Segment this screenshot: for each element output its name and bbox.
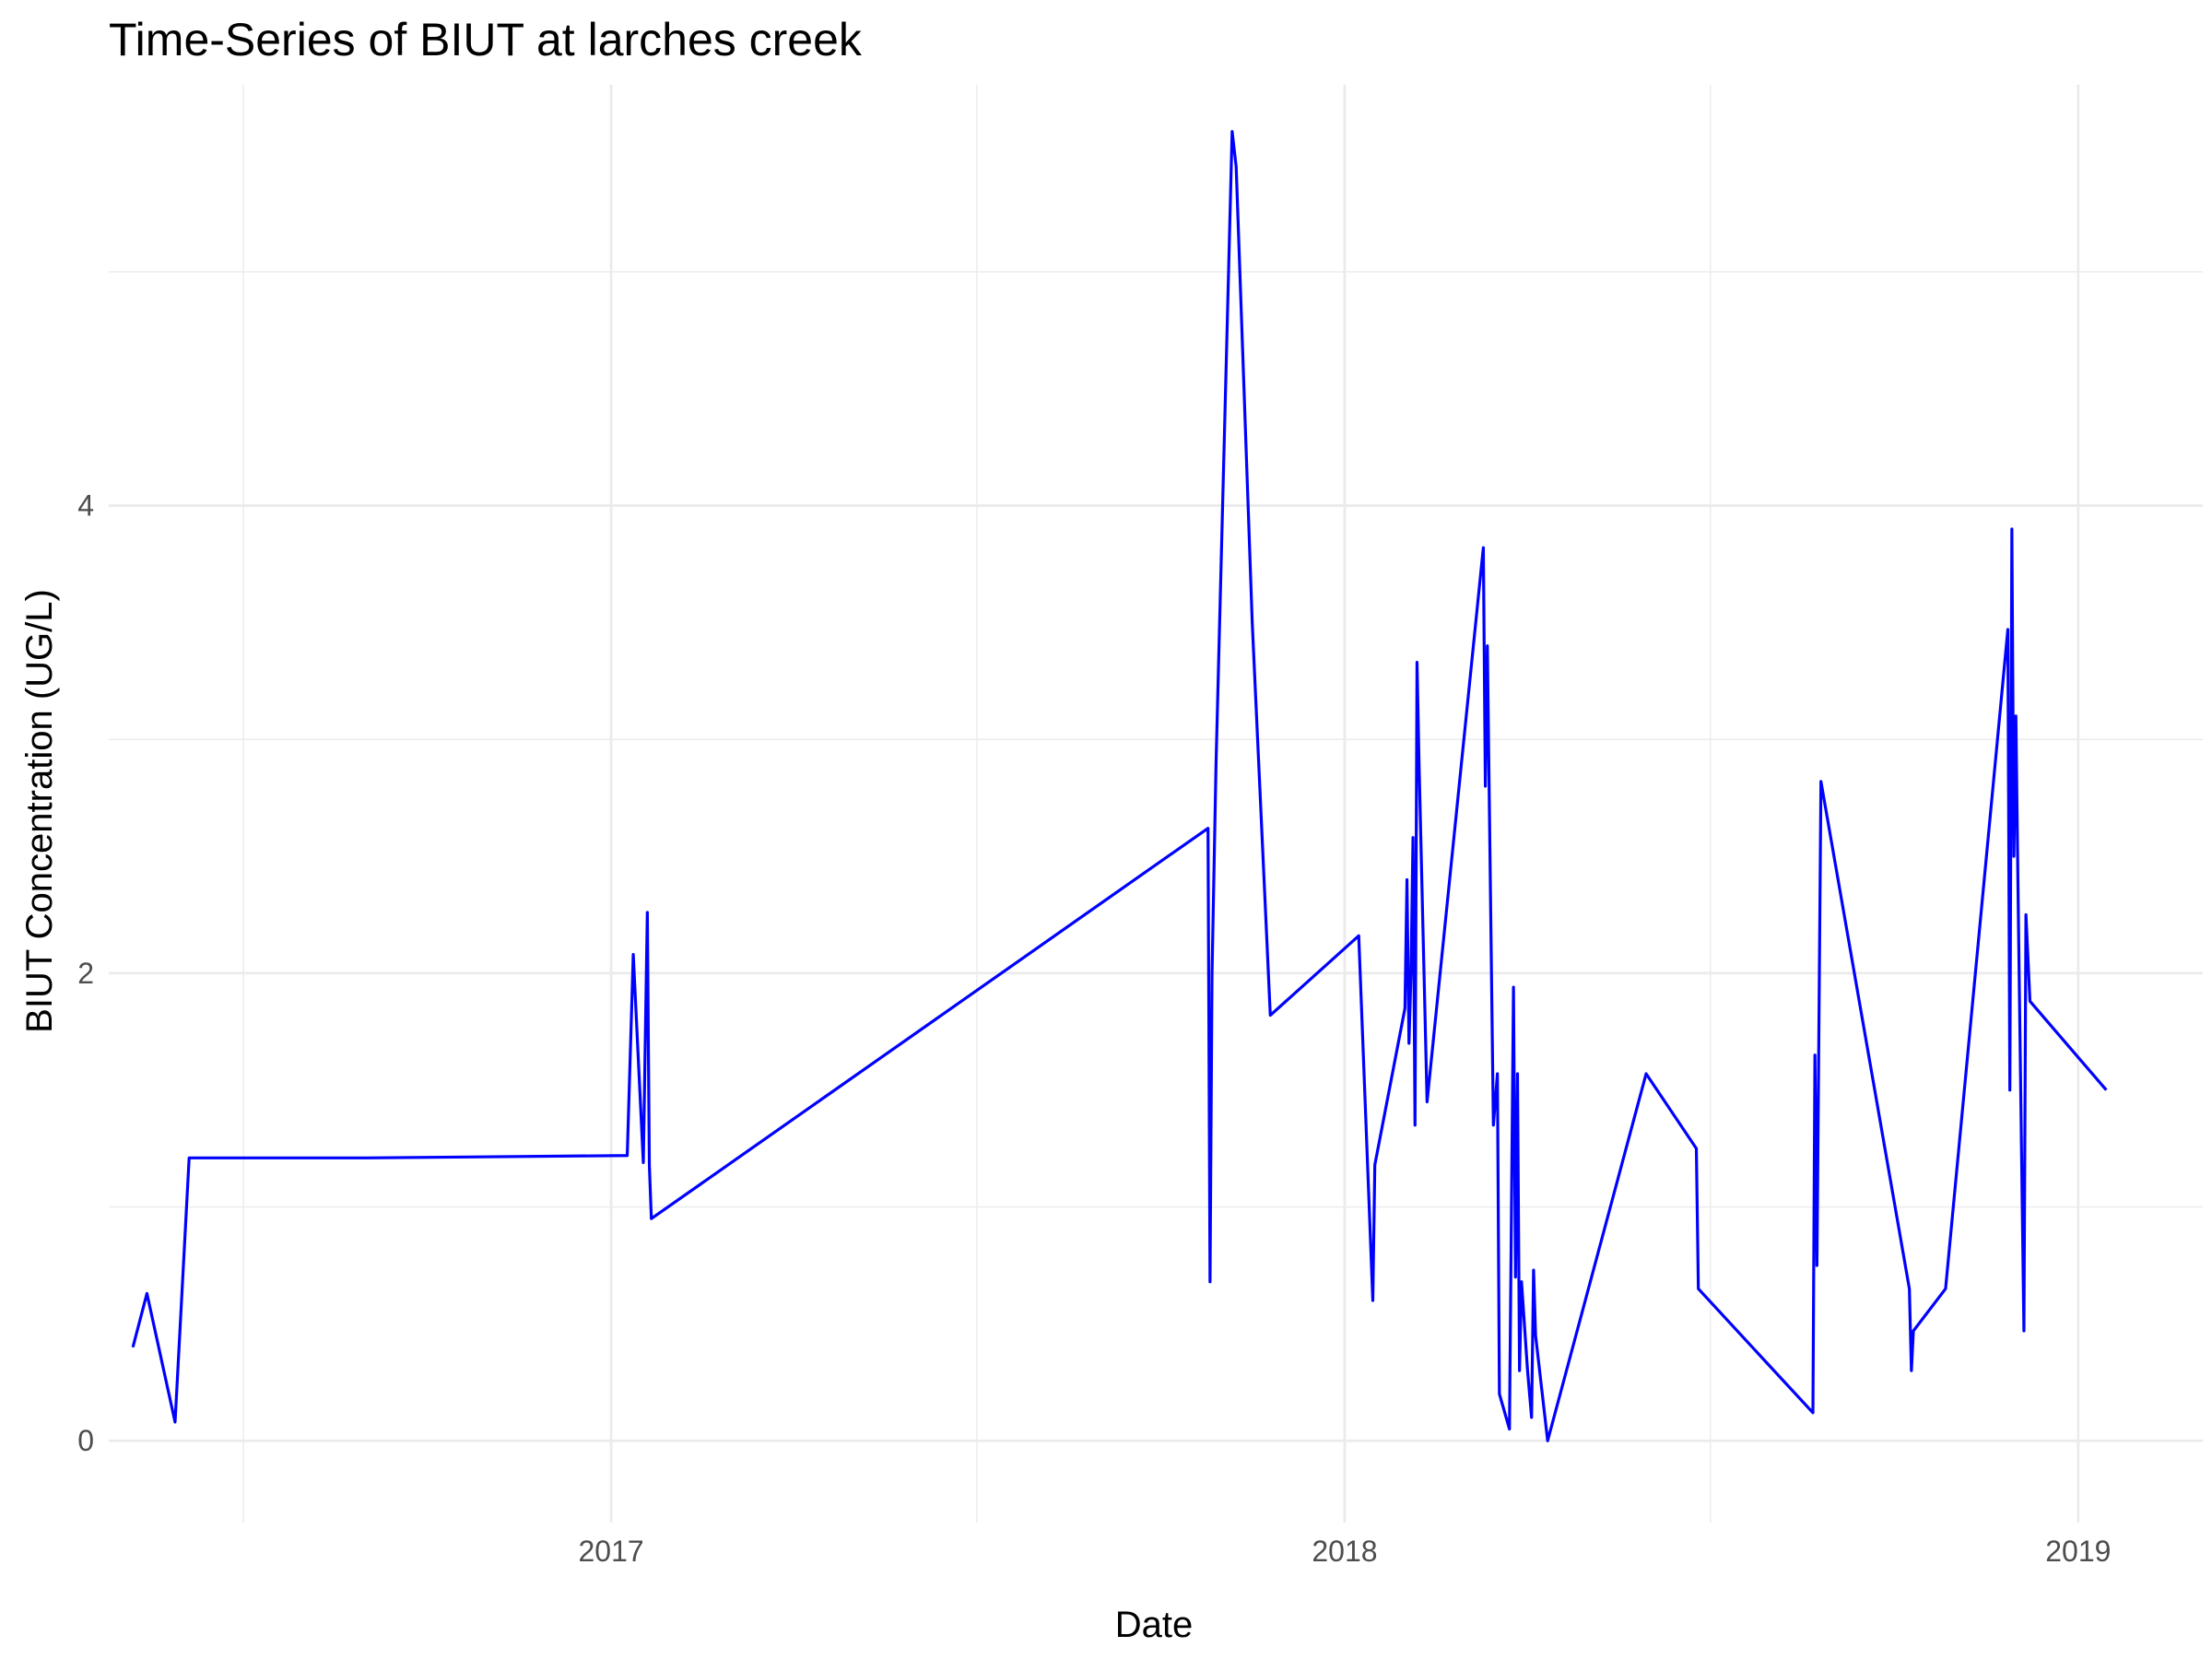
x-tick-label: 2019 (2045, 1535, 2111, 1568)
x-tick-label: 2017 (579, 1535, 644, 1568)
minor-gridlines (109, 85, 2203, 1523)
chart-title: Time-Series of BIUT at larches creek (109, 14, 862, 65)
series-layer (131, 130, 2108, 1442)
y-tick-labels: 0 2 4 (77, 489, 94, 1458)
x-axis-title: Date (1115, 1605, 1194, 1645)
x-tick-label: 2018 (1312, 1535, 1377, 1568)
y-tick-label: 4 (77, 489, 94, 523)
y-tick-label: 2 (77, 957, 94, 990)
major-gridlines (109, 85, 2203, 1523)
series-line (131, 130, 2108, 1442)
y-tick-label: 0 (77, 1424, 94, 1457)
x-tick-labels: 2017 2018 2019 (579, 1535, 2112, 1568)
y-axis-title: BIUT Concentration (UG/L) (19, 589, 60, 1033)
